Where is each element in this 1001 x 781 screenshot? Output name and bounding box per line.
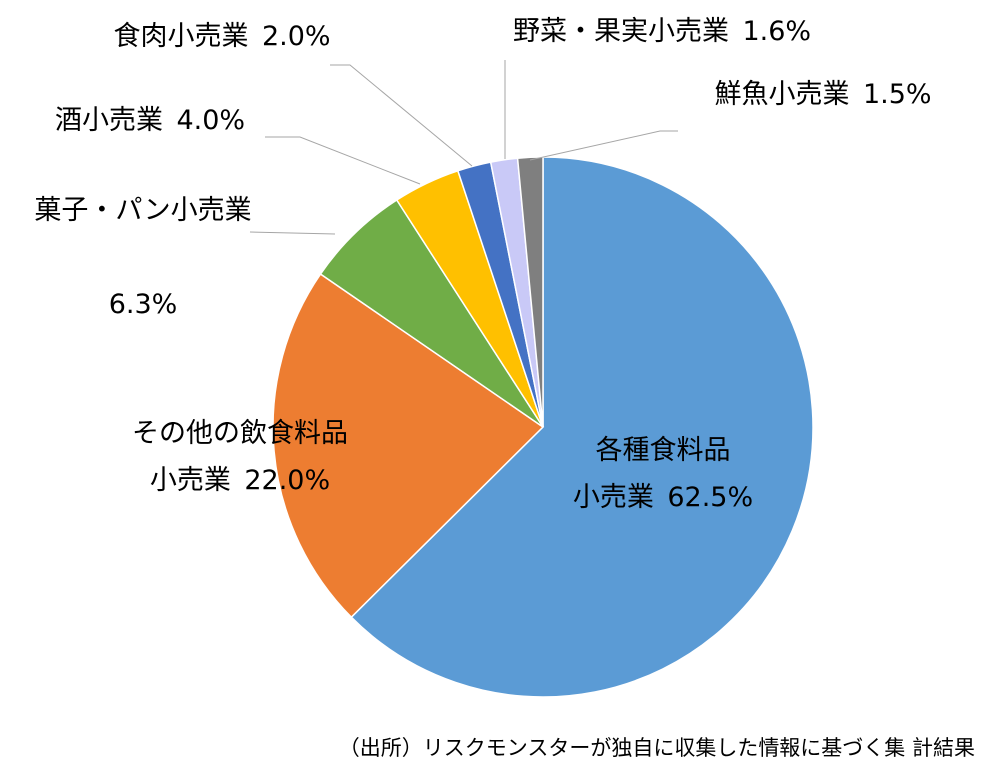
value-label: 1.5%: [862, 79, 932, 110]
category-label: 各種食料品 小売業: [572, 435, 731, 513]
slice-label: 食肉小売業 2.0%: [113, 13, 330, 60]
value-label: 1.6%: [742, 16, 812, 47]
value-label: 6.3%: [108, 289, 178, 320]
slice-label: 野菜・果実小売業 1.6%: [513, 8, 811, 55]
value-label: 22.0%: [244, 465, 331, 496]
category-label: 酒小売業: [54, 105, 163, 136]
slice-label: その他の飲食料品 小売業 22.0%: [132, 410, 348, 504]
pie-slice: [272, 273, 545, 619]
slice-label: 酒小売業 4.0%: [55, 97, 245, 144]
category-label: 鮮魚小売業: [714, 79, 850, 110]
category-label: 食肉小売業: [113, 21, 249, 52]
leader-line: [529, 130, 678, 161]
slice-label: 各種食料品 小売業 62.5%: [573, 427, 753, 521]
category-label: 野菜・果実小売業: [512, 16, 729, 47]
value-label: 2.0%: [261, 21, 331, 52]
value-label: 4.0%: [176, 105, 246, 136]
leader-line: [265, 136, 421, 185]
leader-line: [330, 64, 473, 167]
slice-label: 鮮魚小売業 1.5%: [714, 71, 931, 118]
leader-line: [249, 231, 336, 235]
category-label: その他の飲食料品 小売業: [132, 418, 348, 496]
slice-label: 菓子・パン小売業 6.3%: [34, 187, 251, 328]
category-label: 菓子・パン小売業: [34, 195, 252, 226]
source-note: （出所）リスクモンスターが独自に収集した情報に基づく集 計結果: [338, 736, 975, 760]
pie-slice: [350, 156, 814, 698]
value-label: 62.5%: [667, 482, 754, 513]
